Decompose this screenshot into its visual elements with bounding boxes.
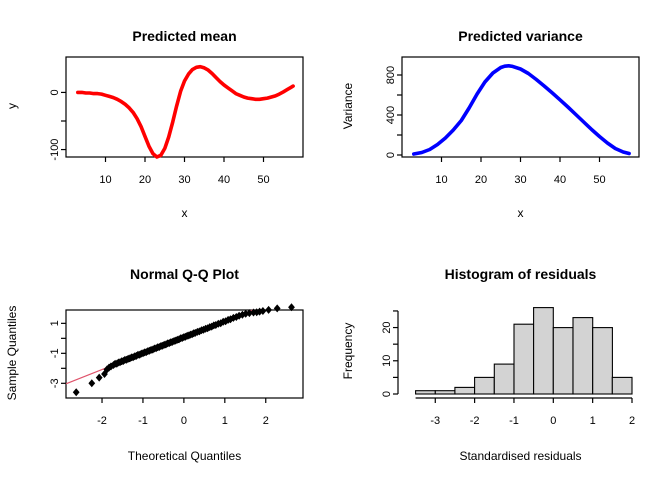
hist-bar [454,386,476,395]
variance-curve [412,64,631,156]
mean-curve [76,64,295,159]
y-axis-label: Frequency [341,322,355,380]
hist-bar [552,327,574,395]
y-axis-label: y [5,103,19,109]
hist-bar [611,376,633,395]
hist-bar [493,363,515,395]
qq-points [72,303,295,397]
hist-bar [474,376,495,395]
x-tick-label: 40 [218,174,230,186]
y-axis-label: Variance [341,82,355,130]
panel-histogram: -3 -2 -1 0 1 2 0 10 20 Histogram of residuals St… [336,240,672,480]
plot-title: Predicted variance [458,28,583,44]
x-tick-label: 2 [263,415,269,427]
y-axis-label: Sample Quantiles [5,305,19,401]
panel-predicted-variance: 10 20 30 40 50 0 400 800 Predicted variance x V… [336,0,672,240]
x-tick-label: 10 [99,174,111,186]
y-tick-label: 20 [381,321,393,333]
x-tick-label: -1 [138,415,148,427]
y-tick-label: 10 [381,355,393,367]
panel-qq-plot: -2 -1 0 1 2 1 -1 -3 Normal Q-Q Plot Theoretical… [0,240,336,480]
x-tick-label: 1 [222,415,228,427]
y-tick-label: 1 [49,320,61,326]
y-tick-label: 400 [385,106,397,124]
hist-bar [415,390,436,395]
x-tick-label: 0 [550,415,556,427]
plot-title: Predicted mean [132,28,237,44]
x-tick-label: -2 [470,415,480,427]
y-tick-label: -100 [49,139,61,161]
y-tick-label: -1 [49,348,61,358]
hist-bar [572,317,594,395]
y-tick-label: 800 [385,66,397,84]
x-tick-label: 0 [181,415,187,427]
predicted-variance-plot: 10 20 30 40 50 0 400 800 [385,56,640,186]
plot-title: Histogram of residuals [444,266,597,282]
predicted-mean-plot: 10 20 30 40 50 0 -100 [49,56,304,186]
x-tick-label: 20 [139,174,151,186]
hist-bar [592,327,613,395]
hist-bar [513,323,535,395]
x-axis-label: x [181,206,188,220]
x-tick-label: -3 [430,415,440,427]
x-axis-label: Theoretical Quantiles [127,449,242,463]
plot-title: Normal Q-Q Plot [130,266,239,282]
x-tick-label: -1 [509,415,519,427]
x-tick-label: 50 [257,174,269,186]
x-tick-label: 30 [178,174,190,186]
x-tick-label: -2 [97,415,107,427]
x-tick-label: 2 [629,415,635,427]
x-tick-label: 20 [475,174,487,186]
panel-predicted-mean: 10 20 30 40 50 0 -100 Predicted mean x y [0,0,336,240]
qq-plot: -2 -1 0 1 2 1 -1 -3 [49,303,304,427]
x-tick-label: 1 [590,415,596,427]
hist-bar [533,307,554,395]
x-axis-label: Standardised residuals [459,449,582,463]
hist-bar [434,390,456,395]
x-tick-label: 50 [593,174,605,186]
plot-box [65,309,304,399]
y-tick-label: 0 [385,152,397,158]
x-tick-label: 10 [435,174,447,186]
y-tick-label: 0 [381,391,393,397]
x-axis-label: x [517,206,524,220]
y-tick-label: -3 [49,378,61,388]
x-tick-label: 30 [514,174,526,186]
x-tick-label: 40 [554,174,566,186]
plot-box [65,56,304,158]
y-tick-label: 0 [49,89,61,95]
